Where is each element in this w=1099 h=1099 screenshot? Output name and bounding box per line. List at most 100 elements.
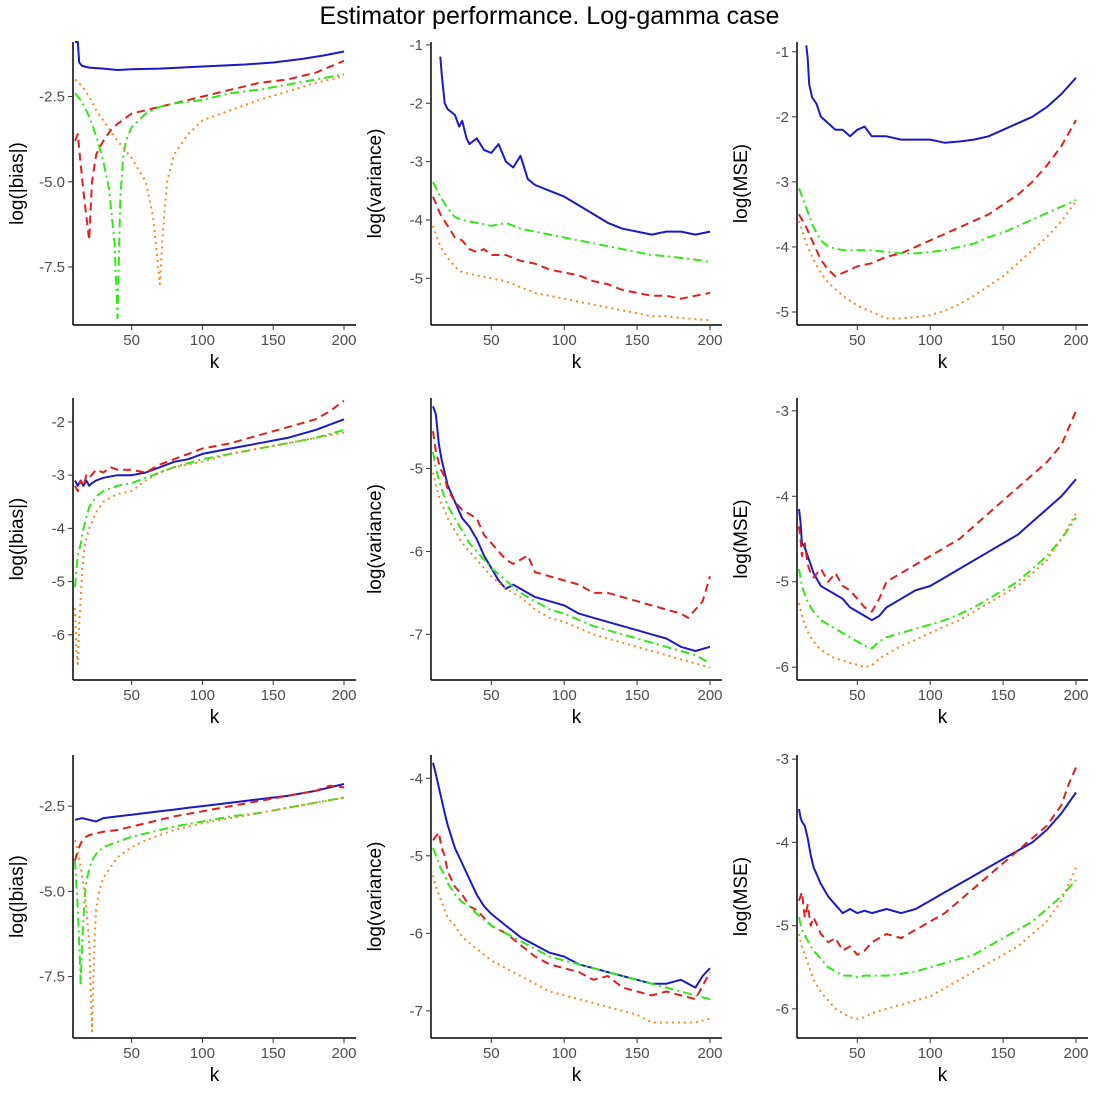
x-tick-label: 100 [190, 687, 215, 704]
panel-9: 50 100 150 200 -3 -4 -5 -6 k log(MSE) [731, 751, 1089, 1086]
x-axis-title: k [210, 1065, 220, 1086]
x-tick-label: 50 [483, 1045, 500, 1062]
panel-8-series-4-line [432, 874, 711, 1024]
y-tick-label: -4 [776, 834, 789, 851]
panel-6: 50 100 150 200 -3 -4 -5 -6 k log(MSE) [731, 398, 1089, 728]
y-tick-label: -6 [410, 543, 423, 560]
panel-3-series-3-line [798, 188, 1077, 255]
x-tick-label: 50 [849, 332, 866, 349]
panel-8-series-2-line [432, 831, 711, 1001]
y-axis-title: log(MSE) [731, 857, 752, 936]
x-tick-label: 150 [625, 1045, 650, 1062]
x-axis-title: k [572, 352, 582, 373]
y-tick-label: -3 [776, 751, 789, 768]
panel-1-series-4-line [74, 75, 345, 286]
x-tick-label: 150 [625, 332, 650, 349]
x-tick-label: 50 [483, 332, 500, 349]
x-tick-label: 100 [552, 1045, 577, 1062]
panel-1-series-3-line [74, 73, 345, 320]
y-tick-label: -4 [410, 212, 423, 229]
figure-title: Estimator performance. Log-gamma case [319, 2, 780, 30]
y-tick-label: -1 [410, 37, 423, 54]
y-tick-label: -6 [776, 659, 789, 676]
x-tick-label: 100 [552, 332, 577, 349]
panel-7-series-4-line [74, 796, 345, 1033]
x-tick-label: 100 [190, 1045, 215, 1062]
panel-3: 50 100 150 200 -1 -2 -3 -4 -5 k log(MSE) [731, 42, 1089, 373]
y-tick-label: -3 [410, 154, 423, 171]
x-tick-label: 150 [991, 1045, 1016, 1062]
panel-2-series-3-line [432, 181, 711, 263]
y-axis-title: log(MSE) [731, 499, 752, 578]
y-tick-label: -7 [410, 1003, 423, 1020]
panel-5-series-4-line [432, 472, 711, 669]
y-tick-label: -6 [410, 925, 423, 942]
y-tick-label: -2 [410, 95, 423, 112]
y-tick-label: -6 [52, 627, 65, 644]
panel-2: 50 100 150 200 -1 -2 -3 -4 -5 k log(variance) [365, 37, 723, 373]
x-tick-label: 200 [1063, 332, 1088, 349]
y-tick-label: -6 [776, 1001, 789, 1018]
y-axis-title: log(|bias|) [7, 498, 28, 581]
panel-7: 50 100 150 200 -2.5 -5.0 -7.5 k log(|bias|) [7, 755, 357, 1086]
y-tick-label: -4 [410, 770, 423, 787]
y-tick-label: -1 [776, 44, 789, 61]
panel-1-series-2-line [74, 59, 345, 241]
x-axis-title: k [938, 707, 948, 728]
y-tick-label: -3 [52, 467, 65, 484]
panel-7-series-3-line [74, 796, 345, 985]
x-axis-title: k [938, 1065, 948, 1086]
y-tick-label: -7 [410, 626, 423, 643]
y-tick-label: -5.0 [39, 883, 65, 900]
x-tick-label: 100 [190, 332, 215, 349]
x-tick-label: 100 [552, 687, 577, 704]
panel-1: 50 100 150 200 -2.5 -5.0 -7.5 k log(|bias|) [7, 41, 357, 373]
y-tick-label: -4 [52, 520, 65, 537]
y-tick-label: -5 [410, 848, 423, 865]
x-tick-label: 50 [123, 332, 140, 349]
panel-6-series-2-line [798, 410, 1077, 613]
y-tick-label: -2 [52, 414, 65, 431]
y-axis-title: log(|bias|) [7, 142, 28, 225]
y-tick-label: -5 [410, 461, 423, 478]
x-tick-label: 50 [849, 687, 866, 704]
x-tick-label: 200 [697, 332, 722, 349]
y-tick-label: -2.5 [39, 798, 65, 815]
panel-8-series-1-line [432, 762, 711, 989]
y-axis-title: log(variance) [365, 484, 386, 594]
panel-2-series-2-line [432, 196, 711, 300]
panel-8: 50 100 150 200 -4 -5 -6 -7 k log(variance) [365, 755, 723, 1086]
y-tick-label: -5 [776, 918, 789, 935]
panel-7-series-2-line [74, 784, 345, 861]
x-tick-label: 200 [1063, 687, 1088, 704]
panel-7-series-1-line [74, 783, 345, 823]
y-tick-label: -2.5 [39, 89, 65, 106]
panel-3-series-1-line [805, 45, 1077, 144]
y-tick-label: -5.0 [39, 174, 65, 191]
panel-2-series-1-line [439, 56, 711, 236]
panel-9-series-1-line [798, 791, 1077, 915]
panel-4: 50 100 150 200 -2 -3 -4 -5 -6 k log(|bias|) [7, 398, 357, 728]
panel-9-series-2-line [798, 767, 1077, 956]
y-tick-label: -4 [776, 239, 789, 256]
x-tick-label: 150 [991, 687, 1016, 704]
panel-5-series-1-line [432, 405, 711, 652]
x-axis-title: k [572, 1065, 582, 1086]
y-tick-label: -5 [410, 270, 423, 287]
x-tick-label: 200 [1063, 1045, 1088, 1062]
y-tick-label: -7.5 [39, 259, 65, 276]
panel-1-series-1-line [75, 41, 345, 71]
y-tick-label: -4 [776, 488, 789, 505]
y-axis-title: log(variance) [365, 842, 386, 952]
y-tick-label: -7.5 [39, 969, 65, 986]
panel-3-series-4-line [798, 200, 1077, 320]
x-tick-label: 200 [331, 687, 356, 704]
x-tick-label: 150 [261, 687, 286, 704]
x-tick-label: 150 [261, 332, 286, 349]
y-axis-title: log(MSE) [731, 144, 752, 223]
x-tick-label: 200 [697, 687, 722, 704]
y-tick-label: -5 [776, 574, 789, 591]
panel-4-series-2-line [74, 399, 345, 493]
x-axis-title: k [210, 352, 220, 373]
